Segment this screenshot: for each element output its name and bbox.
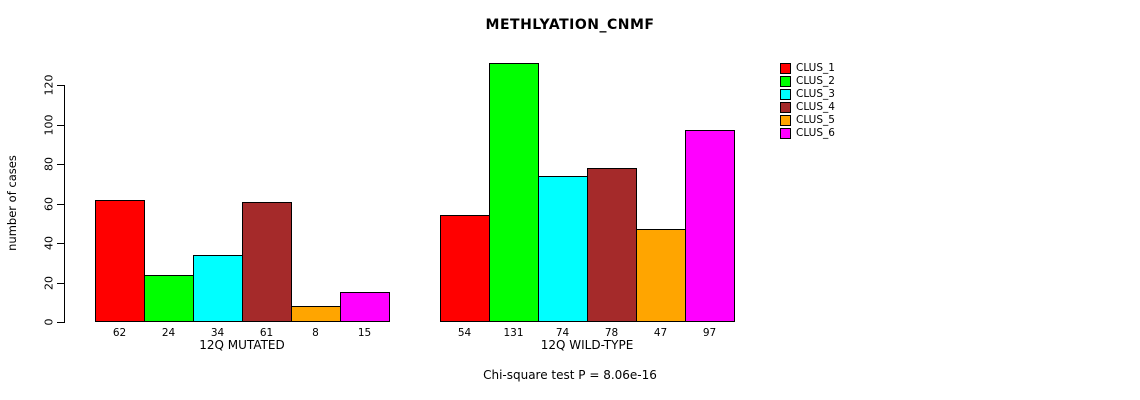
legend: CLUS_1 CLUS_2 CLUS_3 CLUS_4 CLUS_5 CLUS_6: [780, 62, 835, 140]
bar: [95, 200, 145, 322]
legend-label: CLUS_3: [796, 88, 835, 100]
y-tick-label: 0: [42, 318, 56, 326]
x-group-label: 12Q MUTATED: [199, 338, 285, 352]
chi-square-annotation: Chi-square test P = 8.06e-16: [483, 368, 657, 382]
bar-value-label: 97: [702, 327, 717, 339]
legend-label: CLUS_5: [796, 114, 835, 126]
bar: [340, 292, 390, 322]
y-tick-mark: [57, 322, 64, 323]
bar-value-label: 61: [259, 327, 274, 339]
legend-swatch: [780, 63, 791, 74]
bar: [291, 306, 341, 322]
bar-value-label: 15: [357, 327, 372, 339]
bar-value-label: 62: [112, 327, 127, 339]
y-tick-label: 40: [42, 236, 56, 250]
legend-swatch: [780, 115, 791, 126]
legend-swatch: [780, 102, 791, 113]
bar: [636, 229, 686, 322]
bar: [587, 168, 637, 322]
bar: [242, 202, 292, 322]
legend-label: CLUS_6: [796, 127, 835, 139]
bar: [489, 63, 539, 322]
bar-value-label: 47: [653, 327, 668, 339]
y-tick-mark: [57, 204, 64, 205]
y-tick-label: 20: [42, 276, 56, 290]
bar: [685, 130, 735, 322]
y-axis-line: [64, 85, 65, 323]
bar: [144, 275, 194, 322]
bar-value-label: 54: [457, 327, 472, 339]
bar-value-label: 24: [161, 327, 176, 339]
legend-label: CLUS_1: [796, 62, 835, 74]
legend-swatch: [780, 89, 791, 100]
bar-value-label: 74: [555, 327, 570, 339]
legend-label: CLUS_2: [796, 75, 835, 87]
chart-title: METHLYATION_CNMF: [485, 17, 655, 33]
legend-item: CLUS_3: [780, 88, 835, 101]
y-tick-mark: [57, 283, 64, 284]
y-tick-mark: [57, 125, 64, 126]
legend-item: CLUS_4: [780, 101, 835, 114]
y-tick-mark: [57, 164, 64, 165]
bar-value-label: 78: [604, 327, 619, 339]
bar-value-label: 8: [312, 327, 319, 339]
bar: [193, 255, 243, 322]
x-group-label: 12Q WILD-TYPE: [540, 338, 634, 352]
bar: [440, 215, 490, 322]
y-tick-label: 60: [42, 197, 56, 211]
legend-item: CLUS_1: [780, 62, 835, 75]
legend-item: CLUS_5: [780, 114, 835, 127]
y-tick-label: 80: [42, 157, 56, 171]
y-tick-mark: [57, 243, 64, 244]
y-tick-label: 120: [42, 74, 56, 96]
bar-value-label: 131: [503, 327, 524, 339]
legend-item: CLUS_2: [780, 75, 835, 88]
y-tick-label: 100: [42, 114, 56, 136]
legend-item: CLUS_6: [780, 127, 835, 140]
bar: [538, 176, 588, 322]
y-tick-mark: [57, 85, 64, 86]
legend-swatch: [780, 76, 791, 87]
legend-label: CLUS_4: [796, 101, 835, 113]
legend-swatch: [780, 128, 791, 139]
bar-value-label: 34: [210, 327, 225, 339]
